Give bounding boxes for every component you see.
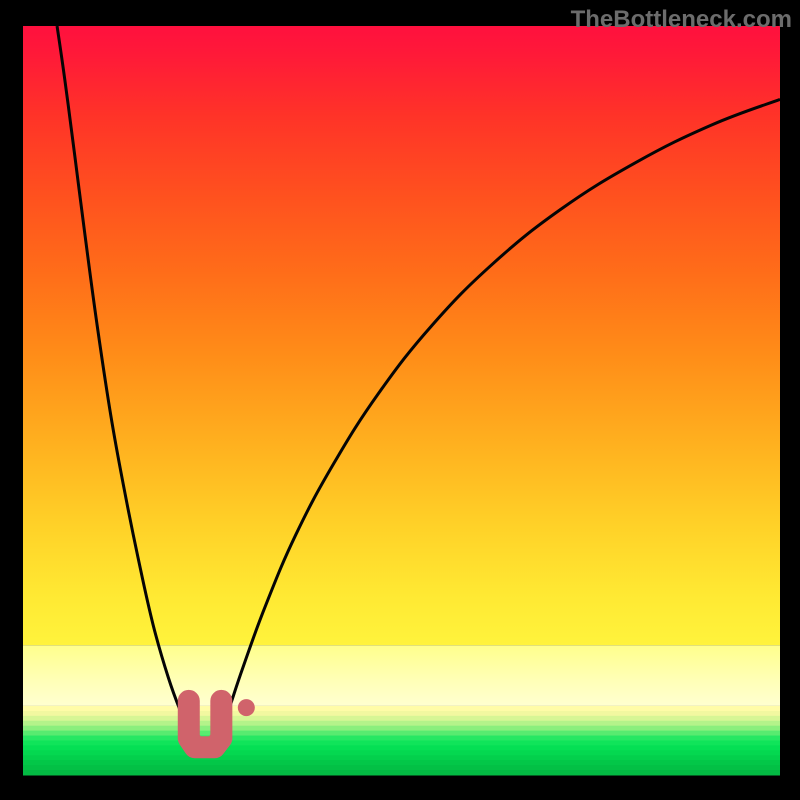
- green-stripe: [23, 765, 780, 770]
- green-stripe: [23, 745, 780, 750]
- pale-band: [23, 645, 780, 706]
- green-stripe: [23, 721, 780, 726]
- green-stripe: [23, 755, 780, 760]
- green-stripe: [23, 736, 780, 741]
- green-stripe: [23, 726, 780, 731]
- green-stripe: [23, 731, 780, 736]
- green-stripe: [23, 770, 780, 775]
- green-stripe: [23, 716, 780, 721]
- green-stripe: [23, 750, 780, 755]
- chart-root: [0, 0, 800, 800]
- green-stripe: [23, 760, 780, 765]
- watermark-text: TheBottleneck.com: [571, 6, 792, 34]
- dot-icon: [238, 699, 255, 716]
- green-stripe: [23, 706, 780, 711]
- green-stripe: [23, 740, 780, 745]
- green-stripe: [23, 711, 780, 716]
